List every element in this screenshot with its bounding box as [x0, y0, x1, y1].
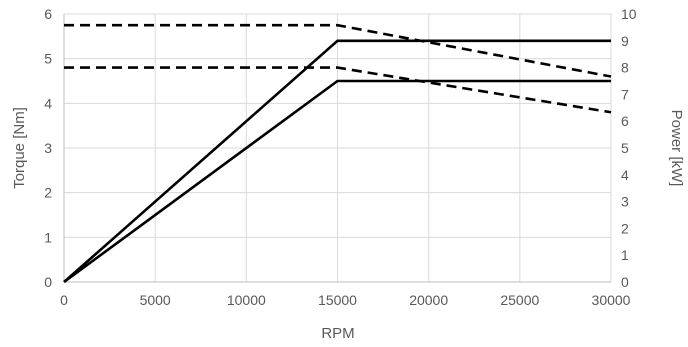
y-right-tick-label: 6 [621, 113, 629, 129]
axes [63, 14, 611, 283]
y-right-tick-label: 2 [621, 220, 629, 236]
y-axis-right-title: Power [kW] [668, 110, 685, 187]
y-right-tick-label: 8 [621, 60, 629, 76]
x-axis-title: RPM [321, 325, 354, 342]
series-group [63, 23, 612, 284]
torque-line-3 [64, 23, 612, 78]
x-tick-label: 15000 [318, 292, 357, 308]
y-right-tick-label: 7 [621, 86, 629, 102]
y-right-tick-label: 3 [621, 194, 629, 210]
y-left-tick-label: 0 [44, 274, 52, 290]
torque-line-4 [64, 66, 612, 114]
y-left-tick-label: 6 [44, 6, 52, 22]
x-tick-label: 10000 [227, 292, 266, 308]
tick-labels: 0 1 2 3 4 5 6 0 5000 10000 15000 20000 25000 30000 0 1 2… [44, 6, 637, 308]
y-left-tick-label: 4 [44, 95, 52, 111]
y-right-tick-label: 10 [621, 6, 637, 22]
y-right-tick-label: 1 [621, 247, 629, 263]
y-right-tick-label: 4 [621, 167, 629, 183]
power-line-1 [63, 39, 611, 283]
y-axis-left-title: Torque [Nm] [11, 107, 28, 189]
y-left-tick-label: 5 [44, 51, 52, 67]
grid [64, 13, 612, 282]
x-tick-label: 30000 [592, 292, 631, 308]
power-line-2 [63, 79, 611, 284]
x-tick-label: 5000 [140, 292, 171, 308]
x-tick-label: 0 [60, 292, 68, 308]
y-left-tick-label: 1 [44, 229, 52, 245]
y-left-tick-label: 2 [44, 185, 52, 201]
y-right-tick-label: 5 [621, 140, 629, 156]
x-tick-label: 20000 [409, 292, 448, 308]
y-right-tick-label: 9 [621, 33, 629, 49]
y-left-tick-label: 3 [44, 140, 52, 156]
y-right-tick-label: 0 [621, 274, 629, 290]
x-tick-label: 25000 [500, 292, 539, 308]
